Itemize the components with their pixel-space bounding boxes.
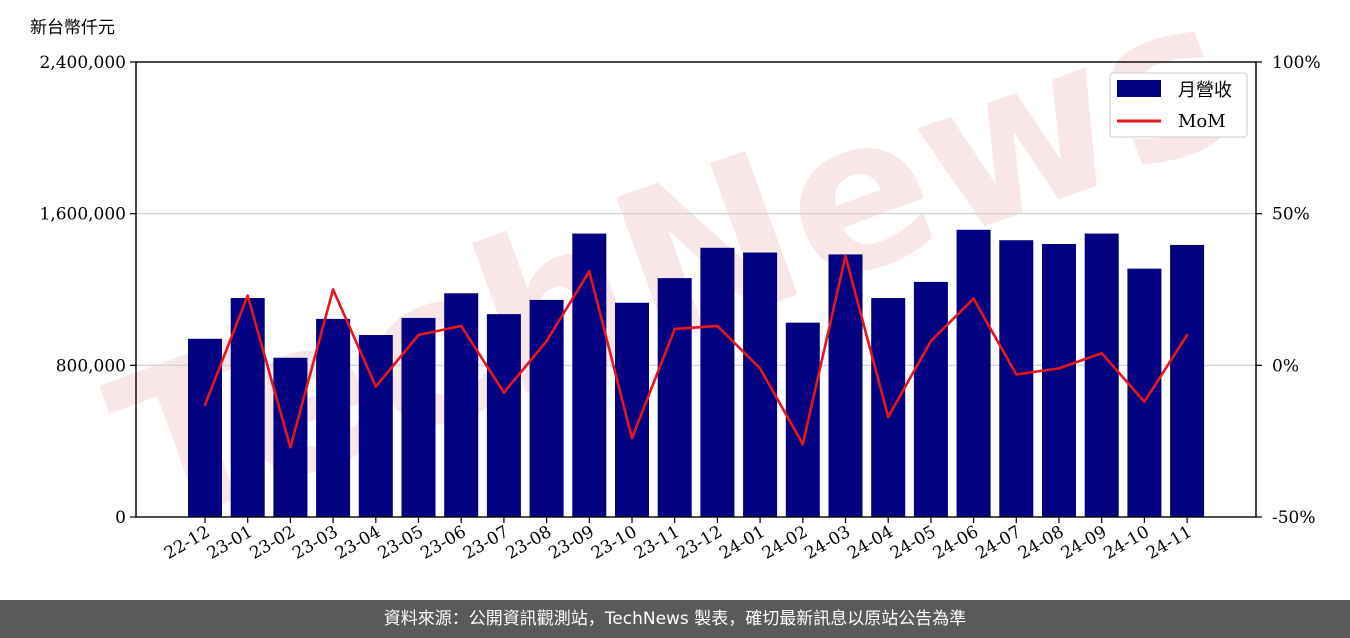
right-tick-label: -50%	[1272, 508, 1316, 528]
revenue-bar	[999, 240, 1034, 518]
legend-bar-swatch	[1117, 80, 1161, 97]
revenue-bar	[913, 281, 948, 517]
revenue-bar	[273, 357, 308, 517]
revenue-bar	[529, 299, 564, 517]
left-tick-label: 0	[115, 508, 126, 528]
x-tick-label: 24-04	[844, 522, 896, 564]
revenue-bar	[316, 318, 351, 517]
revenue-bar	[572, 233, 607, 517]
revenue-bar	[358, 335, 393, 517]
mom-point	[459, 324, 463, 328]
mom-point	[1015, 373, 1018, 376]
left-tick-label: 2,400,000	[39, 53, 126, 73]
x-tick-label: 24-11	[1143, 522, 1195, 564]
plot-frame	[135, 61, 1257, 518]
revenue-bar	[828, 254, 863, 518]
mom-point	[716, 324, 719, 328]
mom-point	[417, 333, 420, 337]
revenue-bar	[956, 229, 991, 517]
mom-point	[801, 442, 805, 446]
mom-point	[374, 385, 378, 388]
x-tick-label: 23-07	[460, 522, 512, 564]
mom-point	[1185, 333, 1189, 337]
x-tick-label: 23-04	[332, 522, 384, 564]
mom-point	[545, 339, 548, 343]
right-y-axis: -50% 0% 50% 100%	[1256, 53, 1321, 528]
left-tick-label: 800,000	[56, 356, 126, 376]
left-tick-label: 1,600,000	[39, 205, 126, 225]
right-tick-label: 0%	[1272, 356, 1299, 376]
x-tick-label: 23-11	[631, 522, 683, 564]
revenue-bar	[1170, 244, 1205, 517]
revenue-bar	[401, 317, 436, 517]
revenue-bar	[785, 322, 820, 517]
bar-series	[188, 229, 1205, 518]
x-tick-label: 24-01	[716, 522, 768, 564]
source-footer: 資料來源：公開資訊觀測站，TechNews 製表，確切最新訊息以原站公告為準	[0, 600, 1350, 638]
x-tick-label: 24-08	[1015, 522, 1067, 564]
revenue-bar	[1127, 268, 1162, 517]
x-tick-label: 24-02	[759, 522, 811, 564]
x-tick-label: 23-12	[673, 522, 725, 564]
revenue-bar	[700, 247, 735, 517]
mom-line	[203, 254, 1189, 449]
mom-point	[844, 254, 847, 258]
x-tick-label: 23-10	[588, 522, 640, 564]
legend-label-revenue: 月營收	[1178, 80, 1232, 101]
x-tick-label: 24-03	[802, 522, 854, 564]
revenue-bar	[743, 252, 778, 517]
mom-point	[1100, 351, 1103, 355]
mom-point	[929, 339, 933, 343]
revenue-bar	[188, 338, 222, 517]
mom-point	[972, 297, 975, 300]
mom-point	[673, 327, 676, 331]
mom-point	[630, 436, 634, 440]
mom-point	[758, 367, 762, 370]
mom-point	[1143, 400, 1146, 404]
mom-point	[886, 415, 890, 419]
right-tick-label: 50%	[1272, 205, 1310, 225]
mom-point	[289, 445, 292, 449]
x-tick-label: 24-07	[972, 522, 1024, 564]
source-text: 資料來源：公開資訊觀測站，TechNews 製表，確切最新訊息以原站公告為準	[383, 609, 967, 629]
x-tick-label: 24-05	[887, 522, 939, 564]
x-tick-label: 23-06	[417, 522, 469, 564]
revenue-chart: TechNews 新台幣仟元 0800,0001,600,0002,400,00…	[30, 0, 1321, 577]
x-tick-label: 24-10	[1100, 522, 1152, 564]
x-tick-label: 23-05	[375, 522, 427, 564]
revenue-bar	[871, 298, 906, 517]
revenue-bar	[657, 278, 692, 517]
x-tick-label: 24-06	[930, 522, 982, 564]
mom-point	[331, 288, 335, 291]
revenue-bar	[230, 298, 265, 517]
revenue-bar	[486, 314, 521, 517]
right-tick-label: 100%	[1272, 53, 1321, 73]
x-axis: 22-1223-0123-0223-0323-0423-0523-0623-07…	[161, 517, 1196, 564]
mom-line-series	[203, 254, 1189, 449]
mom-point	[502, 391, 506, 394]
legend: 月營收 MoM	[1109, 72, 1248, 138]
legend-label-mom: MoM	[1178, 111, 1226, 132]
x-tick-label: 24-09	[1058, 522, 1110, 564]
mom-point	[588, 270, 591, 273]
revenue-bar	[1084, 233, 1119, 517]
mom-point	[203, 403, 207, 407]
y-axis-unit-label: 新台幣仟元	[30, 18, 115, 38]
revenue-bar	[444, 293, 479, 517]
mom-point	[246, 294, 249, 297]
x-tick-label: 23-08	[503, 522, 555, 564]
x-tick-label: 23-09	[545, 522, 597, 564]
left-y-axis: 0 800,000 1,600,000 2,400,000	[39, 53, 136, 528]
mom-point	[1057, 367, 1061, 370]
revenue-bar	[1042, 244, 1076, 517]
